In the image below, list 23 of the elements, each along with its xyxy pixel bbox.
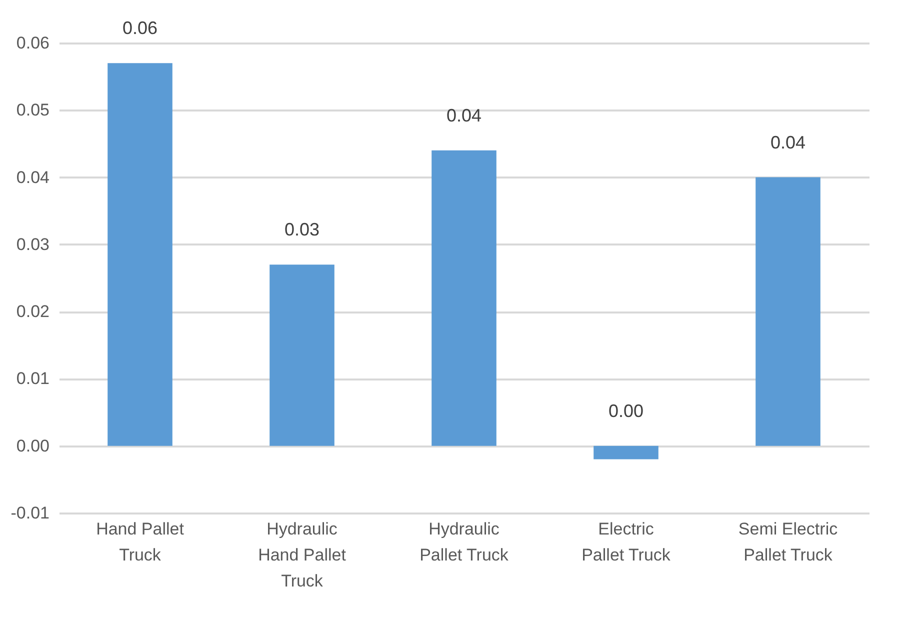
y-tick-label: 0.04 <box>16 168 50 187</box>
y-tick-label: 0.06 <box>16 34 50 52</box>
data-label: 0.04 <box>446 105 482 126</box>
x-tick-label: Hydraulic Pallet Truck <box>420 520 509 564</box>
y-tick-label: 0.02 <box>16 302 50 322</box>
bar <box>756 177 820 446</box>
bar <box>432 150 496 446</box>
x-tick-label: Hydraulic Hand Pallet Truck <box>258 520 346 590</box>
x-tick-label: Electric Pallet Truck <box>582 520 671 564</box>
data-label: 0.03 <box>284 220 320 240</box>
y-tick-label: -0.01 <box>10 504 50 522</box>
y-tick-label: 0.05 <box>16 100 50 120</box>
x-tick-label: Semi Electric Pallet Truck <box>738 520 838 564</box>
data-label: 0.04 <box>770 132 806 152</box>
bar <box>594 446 658 460</box>
y-tick-label: 0.03 <box>16 234 50 254</box>
y-tick-label: 0.01 <box>16 369 50 388</box>
bar <box>108 63 172 446</box>
bar <box>270 264 334 446</box>
x-tick-label: Hand Pallet Truck <box>96 520 184 564</box>
data-label: 0.06 <box>122 18 158 38</box>
y-tick-label: 0.00 <box>16 436 50 456</box>
data-label: 0.00 <box>608 400 644 421</box>
